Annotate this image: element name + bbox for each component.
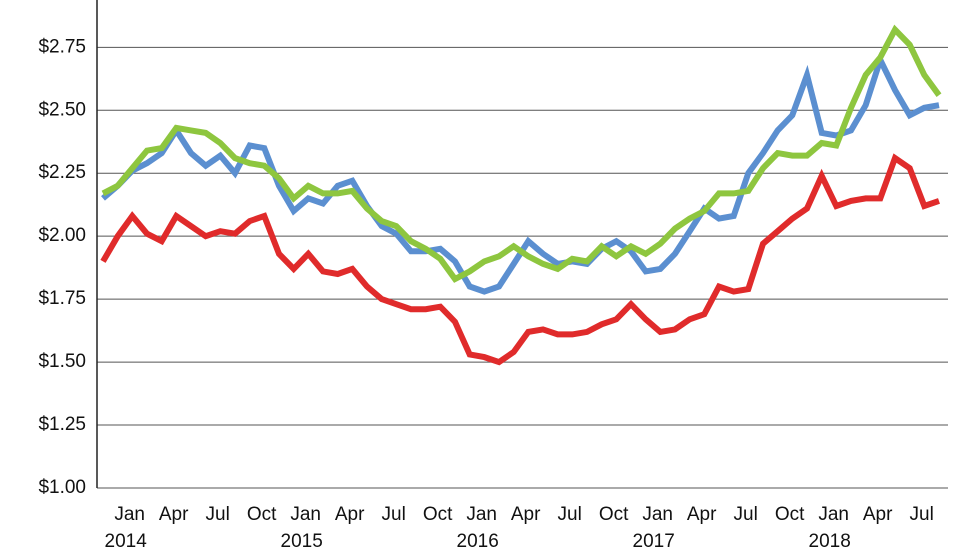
series-line bbox=[101, 51, 940, 295]
x-tick-label: Jul bbox=[558, 504, 582, 525]
x-tick-label: Jan 2016 bbox=[457, 504, 499, 552]
y-tick-label: $2.00 bbox=[38, 225, 86, 246]
x-tick-label: Oct bbox=[247, 504, 277, 525]
y-tick-label: $1.25 bbox=[38, 414, 86, 435]
x-tick-label: Jan 2018 bbox=[809, 504, 851, 552]
x-tick-label: Apr bbox=[335, 504, 365, 525]
x-tick-label: Jan 2014 bbox=[105, 504, 148, 552]
x-tick-label: Apr bbox=[511, 504, 541, 525]
x-tick-label: Apr bbox=[687, 504, 717, 525]
x-tick-label: Apr bbox=[159, 504, 189, 525]
y-tick-label: $1.00 bbox=[38, 477, 86, 498]
x-tick-label: Oct bbox=[423, 504, 453, 525]
series-line bbox=[100, 153, 940, 366]
x-tick-label: Oct bbox=[775, 504, 805, 525]
y-tick-label: $1.50 bbox=[38, 351, 86, 372]
y-tick-label: $2.75 bbox=[38, 36, 86, 57]
x-tick-label: Jul bbox=[206, 504, 230, 525]
x-tick-label: Jan 2017 bbox=[633, 504, 675, 552]
x-tick-label: Jul bbox=[734, 504, 758, 525]
y-tick-label: $1.75 bbox=[38, 288, 86, 309]
x-tick-label: Jul bbox=[910, 504, 934, 525]
y-tick-label: $2.50 bbox=[38, 99, 86, 120]
x-tick-label: Oct bbox=[599, 504, 629, 525]
x-tick-label: Apr bbox=[863, 504, 893, 525]
x-tick-label: Jul bbox=[382, 504, 406, 525]
y-tick-label: $2.25 bbox=[38, 162, 86, 183]
x-tick-label: Jan 2015 bbox=[281, 504, 323, 552]
series-line bbox=[101, 24, 942, 283]
